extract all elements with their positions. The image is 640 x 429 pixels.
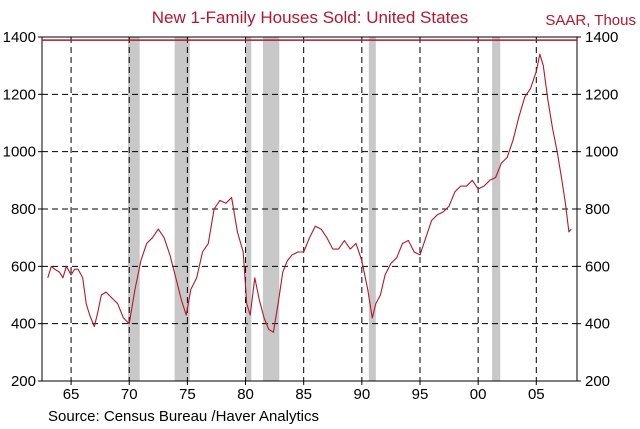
- y-tick-label-left: 1200: [3, 86, 36, 103]
- tick-labels: 200 200 400 400 600 600 800 800 1000 1000 1200 1200…: [3, 29, 619, 403]
- x-tick-label: 65: [63, 386, 80, 403]
- y-tick-label-right: 800: [585, 201, 610, 218]
- recession-band: [262, 37, 280, 381]
- y-tick-label-left: 1400: [3, 29, 36, 46]
- y-tick-label-left: 200: [11, 373, 36, 390]
- x-tick-label: 00: [470, 386, 487, 403]
- recession-band: [245, 37, 252, 381]
- y-tick-label-right: 1200: [585, 86, 618, 103]
- y-tick-label-left: 600: [11, 258, 36, 275]
- x-tick-label: 70: [121, 386, 138, 403]
- units-label: SAAR, Thous: [545, 12, 636, 29]
- x-tick-label: 90: [353, 386, 370, 403]
- series-layer: [47, 53, 572, 333]
- grid-lines: [42, 37, 577, 381]
- y-tick-label-right: 1400: [585, 29, 618, 46]
- chart-title: New 1-Family Houses Sold: United States: [152, 8, 469, 27]
- x-tick-label: 95: [412, 386, 429, 403]
- y-tick-label-left: 1000: [3, 144, 36, 161]
- series-line: [47, 53, 572, 333]
- source-note: Source: Census Bureau /Haver Analytics: [48, 408, 319, 425]
- y-tick-label-left: 800: [11, 201, 36, 218]
- y-tick-label-left: 400: [11, 316, 36, 333]
- x-tick-label: 80: [237, 386, 254, 403]
- x-tick-label: 05: [528, 386, 545, 403]
- y-tick-label-right: 1000: [585, 144, 618, 161]
- y-tick-label-right: 400: [585, 316, 610, 333]
- y-tick-label-right: 200: [585, 373, 610, 390]
- y-tick-label-right: 600: [585, 258, 610, 275]
- x-tick-label: 85: [295, 386, 312, 403]
- x-tick-label: 75: [179, 386, 196, 403]
